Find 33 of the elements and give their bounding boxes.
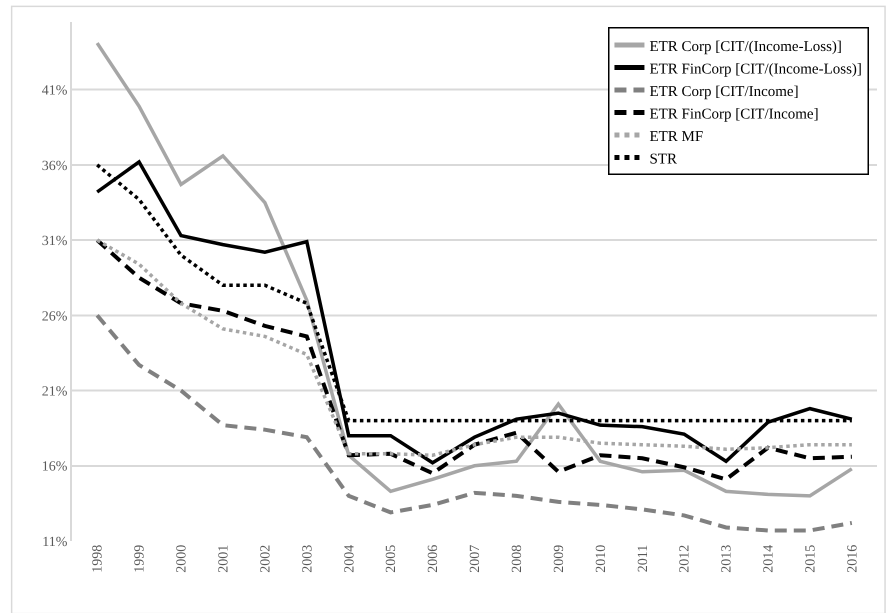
legend-label: ETR FinCorp [CIT/Income] bbox=[649, 106, 819, 122]
x-tick-label: 2000 bbox=[174, 544, 190, 573]
legend-label: ETR MF bbox=[649, 128, 704, 145]
x-tick-label: 2015 bbox=[803, 544, 818, 573]
x-tick-label: 2001 bbox=[216, 544, 232, 573]
y-tick-label: 21% bbox=[42, 384, 68, 400]
x-tick-label: 2002 bbox=[258, 544, 274, 573]
y-tick-label: 36% bbox=[42, 158, 68, 174]
y-tick-label: 26% bbox=[42, 309, 68, 324]
legend-label: ETR Corp [CIT/Income] bbox=[649, 84, 799, 100]
x-tick-label: 2012 bbox=[678, 544, 693, 573]
x-tick-label: 1999 bbox=[132, 544, 148, 573]
legend-label: STR bbox=[649, 151, 677, 168]
y-tick-label: 16% bbox=[42, 460, 68, 475]
x-tick-label: 2009 bbox=[552, 544, 567, 573]
x-tick-label: 2007 bbox=[468, 544, 484, 573]
x-tick-label: 2016 bbox=[845, 544, 860, 573]
legend-label: ETR FinCorp [CIT/(Income-Loss)] bbox=[649, 61, 862, 78]
y-tick-label: 31% bbox=[42, 234, 68, 250]
x-tick-label: 2003 bbox=[300, 544, 316, 573]
x-tick-label: 2006 bbox=[426, 544, 442, 573]
x-tick-label: 2008 bbox=[510, 544, 525, 573]
x-tick-label: 2010 bbox=[594, 544, 609, 573]
line-series bbox=[95, 313, 854, 532]
x-tick-label: 2005 bbox=[384, 544, 400, 573]
y-tick-label: 11% bbox=[42, 534, 68, 550]
x-tick-label: 1998 bbox=[90, 544, 106, 573]
x-tick-label: 2004 bbox=[342, 544, 358, 573]
y-tick-label: 41% bbox=[42, 84, 68, 99]
x-tick-label: 2011 bbox=[636, 544, 651, 572]
legend-label: ETR Corp [CIT/(Income-Loss)] bbox=[649, 38, 842, 55]
x-tick-label: 2013 bbox=[720, 544, 735, 573]
x-tick-label: 2014 bbox=[762, 544, 777, 573]
